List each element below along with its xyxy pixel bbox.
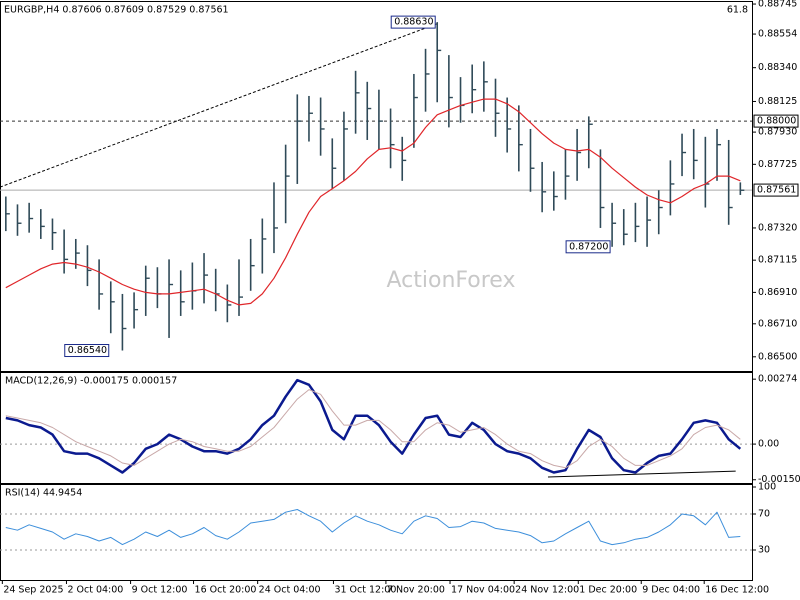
y-tick-label: -0.001505 bbox=[758, 474, 800, 485]
annotation-box bbox=[64, 344, 110, 358]
series-line bbox=[5, 98, 741, 306]
x-tick-label: 2 Oct 04:00 bbox=[67, 585, 123, 596]
panel-title: RSI(14) 44.9454 bbox=[5, 488, 82, 499]
x-tick-label: 24 Nov 12:00 bbox=[515, 585, 579, 596]
y-tick-label: 0.86710 bbox=[758, 318, 797, 329]
corner-label: 61.8 bbox=[727, 5, 748, 16]
x-tick-label: 7 Nov 20:00 bbox=[387, 585, 445, 596]
x-tick-label: 31 Oct 12:00 bbox=[334, 585, 396, 596]
x-tick-label: 24 Oct 04:00 bbox=[259, 585, 321, 596]
y-tick-label: 0.00 bbox=[758, 439, 779, 450]
x-tick-label: 16 Dec 12:00 bbox=[705, 585, 769, 596]
annotation-label: 0.86540 bbox=[68, 345, 107, 356]
x-tick-label: 9 Dec 04:00 bbox=[642, 585, 700, 596]
panel-title: MACD(12,26,9) -0.000175 0.000157 bbox=[5, 376, 177, 387]
annotation-box bbox=[565, 240, 611, 254]
trendline bbox=[547, 470, 736, 478]
price-tag-label: 0.87561 bbox=[757, 185, 796, 196]
annotation-label: 0.87200 bbox=[569, 241, 608, 252]
price-tag bbox=[753, 183, 799, 197]
x-tick-label: 17 Nov 04:00 bbox=[451, 585, 515, 596]
price-tag bbox=[753, 114, 799, 128]
y-tick-label: 0.87320 bbox=[758, 222, 797, 233]
y-tick-label: 0.86910 bbox=[758, 287, 797, 298]
y-tick-label: 0.88745 bbox=[758, 0, 797, 10]
panel-frame bbox=[0, 372, 753, 484]
x-tick-label: 16 Oct 20:00 bbox=[195, 585, 257, 596]
y-tick-label: 0.00274 bbox=[758, 374, 797, 385]
series-line bbox=[5, 509, 741, 546]
annotation-box bbox=[390, 15, 436, 29]
y-tick-label: 0.88554 bbox=[758, 29, 797, 40]
x-tick-label: 24 Sep 2025 bbox=[3, 585, 63, 596]
y-tick-label: 0.88340 bbox=[758, 62, 797, 73]
y-tick-label: 70 bbox=[758, 509, 770, 520]
y-tick-label: 100 bbox=[758, 482, 776, 493]
watermark: ActionForex bbox=[387, 268, 516, 293]
y-tick-label: 0.88125 bbox=[758, 96, 797, 107]
y-tick-label: 0.87115 bbox=[758, 255, 797, 266]
y-tick-label: 0.87930 bbox=[758, 127, 797, 138]
y-tick-label: 30 bbox=[758, 545, 770, 556]
annotation-label: 0.88630 bbox=[394, 17, 433, 28]
panel-frame bbox=[0, 484, 753, 581]
price-tag-label: 0.88000 bbox=[757, 116, 796, 127]
series-line bbox=[5, 389, 741, 469]
header: EURGBP,H4 0.87606 0.87609 0.87529 0.8756… bbox=[4, 5, 229, 16]
y-tick-label: 0.86500 bbox=[758, 351, 797, 362]
x-tick-label: 1 Dec 20:00 bbox=[579, 585, 637, 596]
trendline bbox=[0, 23, 438, 188]
x-tick-label: 9 Oct 12:00 bbox=[132, 585, 188, 596]
y-tick-label: 0.87725 bbox=[758, 159, 797, 170]
